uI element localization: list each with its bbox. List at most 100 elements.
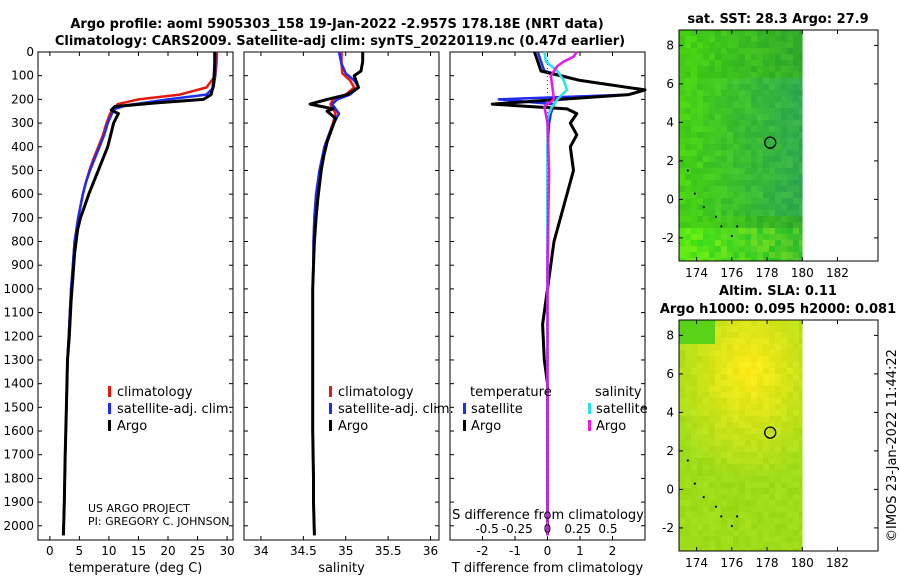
sla_map-cell	[769, 404, 776, 411]
sst_map-cell	[721, 228, 728, 235]
sst_map-cell	[739, 54, 746, 61]
sst_map-cell	[757, 78, 764, 85]
sla_map-cell	[799, 434, 803, 441]
sla_map-cell	[787, 386, 794, 393]
sla_map-cell	[751, 482, 758, 489]
sst_map-cell	[691, 30, 698, 37]
sst_map-cell	[721, 204, 728, 211]
sst_map-cell	[709, 234, 716, 241]
sla_map-cell	[769, 464, 776, 471]
sst_map-cell	[709, 216, 716, 223]
sst_map-cell	[733, 78, 740, 85]
ytick-label: 1000	[3, 282, 34, 296]
sla_map-cell	[751, 518, 758, 525]
sst_map-cell	[799, 192, 803, 199]
sst_map-cell	[763, 132, 770, 139]
sst_map-cell	[793, 174, 800, 181]
sst_map-cell	[751, 138, 758, 145]
sst_map-cell	[751, 222, 758, 229]
sst_map-cell	[793, 228, 800, 235]
sla_map-cell	[733, 332, 740, 339]
sst_map-cell	[733, 66, 740, 73]
sst_map-cell	[691, 156, 698, 163]
sst_map-cell	[793, 90, 800, 97]
sla_map-cell	[799, 416, 803, 423]
sst_map-cell	[685, 222, 692, 229]
sst_map-cell	[739, 120, 746, 127]
sst_map-cell	[727, 234, 734, 241]
sst_map-cell	[763, 258, 770, 262]
sla_map-cell	[769, 440, 776, 447]
sst_map-cell	[685, 102, 692, 109]
sst_map-cell	[727, 30, 734, 37]
sst_map-cell	[757, 84, 764, 91]
sla_map-cell	[721, 398, 728, 405]
sla_map-cell	[793, 506, 800, 513]
sla_map-cell	[703, 332, 710, 339]
sla_map-cell	[697, 488, 704, 495]
sla_map-ytick-label: 2	[666, 444, 674, 458]
sst_map-cell	[691, 90, 698, 97]
sla_map-cell	[775, 524, 782, 531]
sst_map-cell	[757, 42, 764, 49]
sla_map-cell	[709, 464, 716, 471]
sla_map-cell	[787, 374, 794, 381]
sla_map-cell	[715, 494, 722, 501]
sla_map-cell	[685, 362, 692, 369]
sla_map-cell	[679, 356, 686, 363]
sst_map-cell	[721, 222, 728, 229]
sst_map-cell	[727, 132, 734, 139]
sst_map-cell	[739, 216, 746, 223]
sla_map-cell	[721, 428, 728, 435]
sla_map-cell	[727, 398, 734, 405]
sst_map-cell	[763, 84, 770, 91]
sst_map-cell	[697, 174, 704, 181]
sst_map-cell	[721, 144, 728, 151]
sla_map-cell	[685, 512, 692, 519]
sst_map-cell	[715, 240, 722, 247]
sla_map-cell	[787, 458, 794, 465]
sst_map-cell	[751, 192, 758, 199]
sla_map-cell	[763, 350, 770, 357]
sla_map-cell	[757, 548, 764, 552]
sla_map-cell	[763, 398, 770, 405]
sst_map-cell	[763, 180, 770, 187]
sla_map-cell	[793, 356, 800, 363]
sla_map-cell	[745, 404, 752, 411]
sst_map-cell	[685, 144, 692, 151]
sst_map-cell	[757, 192, 764, 199]
sla_map-cell	[679, 410, 686, 417]
sla_map-cell	[727, 374, 734, 381]
sst_map-cell	[745, 198, 752, 205]
sst_map-cell	[691, 96, 698, 103]
sst_map-cell	[769, 60, 776, 67]
sla_map-cell	[793, 428, 800, 435]
sla_map-cell	[715, 320, 722, 327]
sla_map-cell	[793, 476, 800, 483]
sst_map-cell	[775, 138, 782, 145]
sst_map-cell	[751, 228, 758, 235]
sla_map-cell	[745, 440, 752, 447]
sst_map-cell	[721, 42, 728, 49]
sla_map-cell	[787, 548, 794, 552]
sst_map-cell	[685, 54, 692, 61]
difference-xlabel: T difference from climatology	[451, 561, 644, 576]
sst_map-cell	[757, 258, 764, 262]
sla_map-cell	[679, 320, 686, 327]
sla_map-cell	[697, 494, 704, 501]
sst_map-cell	[691, 138, 698, 145]
temperature-xtick-label: 0	[46, 544, 54, 558]
sla_map-cell	[685, 326, 692, 333]
diff-legend-swatch-t-satellite	[463, 403, 466, 414]
sst_map-cell	[733, 150, 740, 157]
sla_map-cell	[685, 404, 692, 411]
sla_map-cell	[745, 362, 752, 369]
sst_map-cell	[727, 120, 734, 127]
ytick-label: 0	[26, 45, 34, 59]
sst_map-cell	[691, 66, 698, 73]
sla_map-cell	[727, 536, 734, 543]
sst_map-cell	[727, 258, 734, 262]
sla_map-cell	[709, 512, 716, 519]
sla_map-cell	[739, 548, 746, 552]
sst_map-cell	[769, 150, 776, 157]
